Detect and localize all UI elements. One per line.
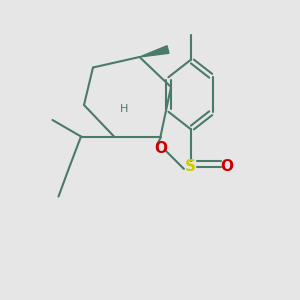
Text: O: O: [220, 159, 233, 174]
Polygon shape: [140, 46, 169, 57]
Text: H: H: [120, 103, 129, 114]
Text: O: O: [154, 141, 167, 156]
Text: S: S: [185, 159, 196, 174]
